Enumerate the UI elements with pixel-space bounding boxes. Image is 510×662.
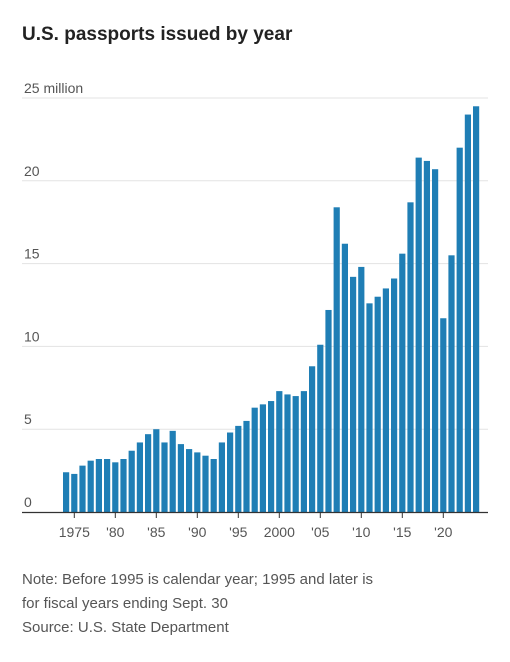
- bar-1982: [128, 450, 135, 512]
- bar-2022: [456, 147, 463, 512]
- bar-1995: [235, 425, 242, 512]
- bar-2009: [350, 276, 357, 512]
- chart-title: U.S. passports issued by year: [22, 24, 293, 45]
- y-tick-label: 0: [24, 494, 32, 510]
- bar-2024: [473, 106, 480, 512]
- x-tick-label: '95: [229, 524, 247, 540]
- bar-2003: [300, 391, 307, 512]
- bar-2020: [440, 318, 447, 512]
- chart-notes: Note: Before 1995 is calendar year; 1995…: [22, 568, 492, 640]
- bar-2005: [317, 344, 324, 512]
- y-tick-label: 25 million: [24, 80, 83, 96]
- bar-1979: [104, 459, 111, 512]
- bar-1994: [227, 432, 234, 512]
- bar-2002: [292, 396, 299, 512]
- x-tick-label: 1975: [59, 524, 90, 540]
- bar-1975: [71, 473, 78, 512]
- bar-2008: [341, 243, 348, 512]
- bar-2015: [399, 253, 406, 512]
- bar-1999: [268, 401, 275, 512]
- bar-1983: [136, 442, 143, 512]
- bar-2010: [358, 266, 365, 512]
- bar-2011: [366, 303, 373, 512]
- bar-1978: [95, 459, 102, 512]
- bar-2013: [382, 288, 389, 512]
- bar-2004: [309, 366, 316, 512]
- bar-2000: [276, 391, 283, 512]
- bar-2019: [432, 169, 439, 512]
- bar-1992: [210, 459, 217, 512]
- bar-2021: [448, 255, 455, 512]
- note-line-2: for fiscal years ending Sept. 30: [22, 595, 228, 612]
- bar-1991: [202, 455, 209, 512]
- bar-1990: [194, 452, 201, 512]
- bar-1997: [251, 407, 258, 512]
- x-tick-label: '10: [352, 524, 370, 540]
- x-tick-label: '15: [393, 524, 411, 540]
- bar-1974: [63, 472, 70, 512]
- bar-2017: [415, 157, 422, 512]
- bar-2016: [407, 202, 414, 512]
- y-tick-label: 20: [24, 163, 40, 179]
- bar-2006: [325, 309, 332, 512]
- bar-1988: [177, 444, 184, 512]
- bar-1980: [112, 462, 119, 512]
- bar-1984: [145, 434, 152, 512]
- bar-2001: [284, 394, 291, 512]
- x-tick-label: '20: [434, 524, 452, 540]
- bar-2018: [423, 160, 430, 513]
- bar-1998: [259, 404, 266, 512]
- y-tick-label: 10: [24, 328, 40, 344]
- bar-chart: 25 million 20 15 10 5 0 1975 '80 '85 '90 '95 2000 '0…: [22, 80, 488, 540]
- source-note: Source: U.S. State Department: [22, 619, 229, 636]
- bar-1981: [120, 459, 127, 512]
- bar-1989: [186, 449, 193, 512]
- bar-1977: [87, 460, 94, 512]
- x-tick-label: '85: [147, 524, 165, 540]
- y-tick-label: 15: [24, 246, 40, 262]
- bar-1993: [218, 442, 225, 512]
- bar-2012: [374, 296, 381, 512]
- x-tick-label: 2000: [264, 524, 295, 540]
- x-tick-label: '05: [311, 524, 329, 540]
- x-tick-label: '90: [188, 524, 206, 540]
- bar-1976: [79, 465, 86, 512]
- note-line-1: Note: Before 1995 is calendar year; 1995…: [22, 571, 374, 588]
- y-tick-label: 5: [24, 411, 32, 427]
- bar-2007: [333, 207, 340, 512]
- bar-1985: [153, 429, 160, 512]
- bar-1996: [243, 420, 250, 512]
- bar-2014: [391, 278, 398, 512]
- x-tick-label: '80: [106, 524, 124, 540]
- bar-2023: [464, 114, 471, 512]
- bar-1986: [161, 442, 168, 512]
- bar-1987: [169, 430, 176, 512]
